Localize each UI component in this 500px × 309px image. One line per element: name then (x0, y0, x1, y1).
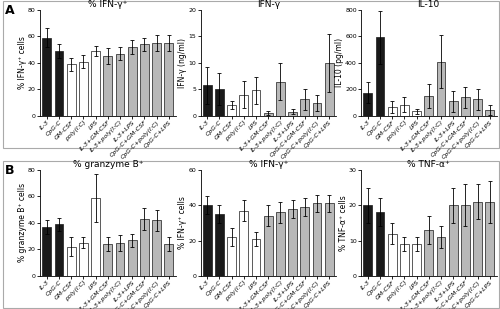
Bar (288, 112, 297, 116)
Bar (152, 43, 161, 116)
Bar (128, 47, 136, 116)
Bar (42, 227, 51, 276)
Bar (264, 113, 272, 116)
Bar (42, 38, 51, 116)
Bar (240, 95, 248, 116)
Bar (227, 237, 236, 276)
Y-axis label: % IFN-γ⁺ cells: % IFN-γ⁺ cells (178, 197, 187, 249)
Bar (449, 101, 458, 116)
Y-axis label: IFN-γ (ng/ml): IFN-γ (ng/ml) (178, 38, 187, 88)
Bar (252, 239, 260, 276)
Y-axis label: % IFN-γ⁺ cells: % IFN-γ⁺ cells (18, 36, 26, 89)
Bar (116, 243, 124, 276)
Bar (79, 243, 88, 276)
Y-axis label: % TNF-α⁺ cells: % TNF-α⁺ cells (338, 195, 347, 251)
Bar (400, 244, 408, 276)
Bar (449, 205, 458, 276)
Bar (79, 61, 88, 116)
Title: % TNF-α⁺: % TNF-α⁺ (408, 160, 450, 169)
Bar (54, 224, 64, 276)
Text: B: B (5, 164, 15, 177)
Bar (473, 99, 482, 116)
Bar (312, 204, 322, 276)
Y-axis label: % granzyme B⁺ cells: % granzyme B⁺ cells (18, 183, 26, 262)
Bar (128, 240, 136, 276)
Bar (203, 205, 211, 276)
Bar (376, 212, 384, 276)
Bar (412, 111, 421, 116)
Bar (412, 244, 421, 276)
Bar (461, 205, 470, 276)
Bar (240, 210, 248, 276)
Bar (300, 99, 310, 116)
Bar (104, 56, 112, 116)
Bar (486, 202, 494, 276)
Bar (91, 51, 100, 116)
Bar (66, 247, 76, 276)
Bar (104, 244, 112, 276)
Bar (325, 63, 334, 116)
Bar (436, 237, 446, 276)
Bar (364, 93, 372, 116)
Bar (486, 110, 494, 116)
Bar (312, 103, 322, 116)
Bar (300, 207, 310, 276)
Bar (325, 204, 334, 276)
Bar (164, 244, 173, 276)
Bar (264, 216, 272, 276)
Bar (140, 44, 149, 116)
Bar (424, 96, 433, 116)
Bar (288, 209, 297, 276)
Bar (116, 53, 124, 116)
Title: IFN-γ: IFN-γ (256, 0, 280, 9)
Y-axis label: IL-10 (pg/ml): IL-10 (pg/ml) (334, 38, 344, 87)
Bar (152, 220, 161, 276)
Bar (376, 37, 384, 116)
Bar (364, 205, 372, 276)
Bar (140, 219, 149, 276)
Bar (388, 234, 396, 276)
Bar (215, 214, 224, 276)
Bar (164, 43, 173, 116)
Title: % IFN-γ⁺: % IFN-γ⁺ (88, 0, 128, 9)
Bar (436, 61, 446, 116)
Bar (252, 91, 260, 116)
Bar (91, 198, 100, 276)
Bar (473, 202, 482, 276)
Bar (276, 82, 285, 116)
Text: A: A (5, 4, 15, 17)
Title: IL-10: IL-10 (418, 0, 440, 9)
Bar (215, 89, 224, 116)
Bar (388, 107, 396, 116)
Bar (54, 51, 64, 116)
Bar (203, 85, 211, 116)
Bar (461, 97, 470, 116)
Bar (66, 64, 76, 116)
Bar (400, 104, 408, 116)
Bar (227, 105, 236, 116)
Title: % IFN-γ⁺: % IFN-γ⁺ (248, 160, 288, 169)
Title: % granzyme B⁺: % granzyme B⁺ (72, 160, 143, 169)
Bar (424, 230, 433, 276)
Bar (276, 212, 285, 276)
